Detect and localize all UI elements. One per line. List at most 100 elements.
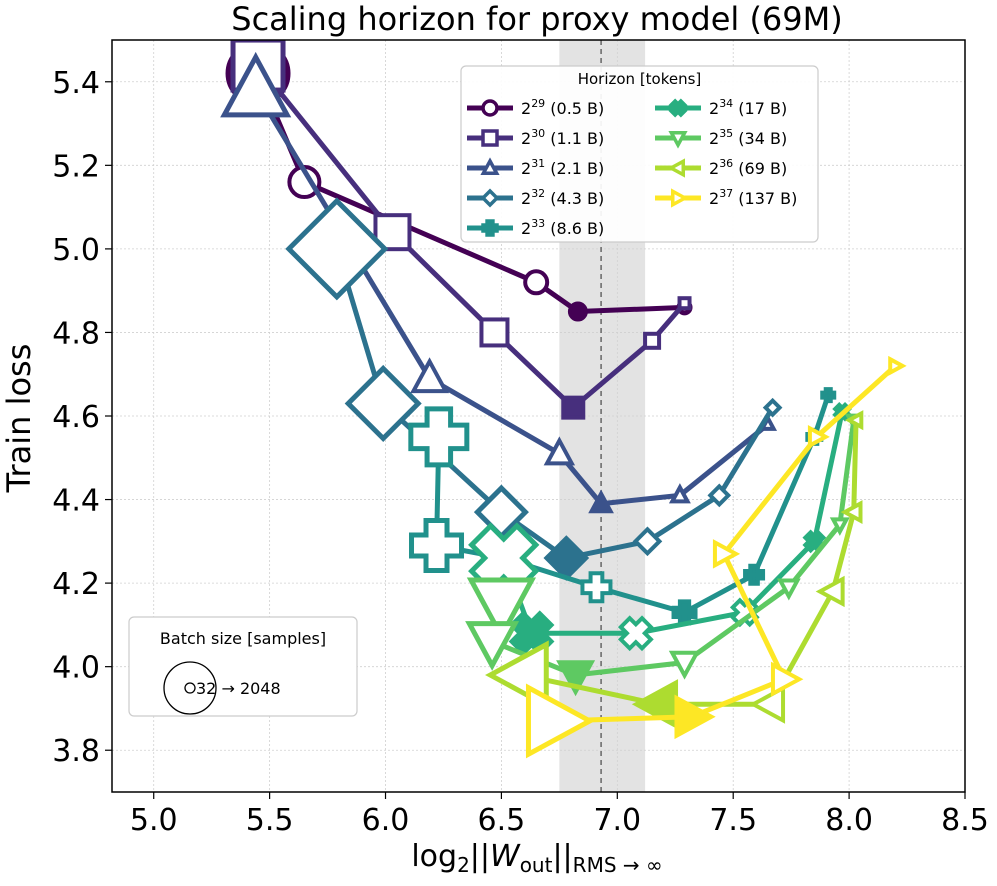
data-point-32-6 xyxy=(762,397,783,418)
data-point-29-3 xyxy=(567,301,588,322)
legend-label-32: 232 (4.3 B) xyxy=(521,187,604,208)
legend-exponent-31: 31 xyxy=(531,157,545,170)
legend-label-37: 237 (137 B) xyxy=(709,187,797,208)
series-35 xyxy=(465,413,863,697)
data-point-31-0 xyxy=(220,51,292,118)
data-layer xyxy=(220,40,907,759)
y-axis-label: Train loss xyxy=(0,344,38,494)
x-tick-label: 6.0 xyxy=(362,803,410,838)
size-legend-small-circle xyxy=(184,682,196,694)
legend-marker-37 xyxy=(671,188,689,208)
data-point-32-1 xyxy=(344,364,422,443)
y-tick-label: 4.4 xyxy=(52,484,100,519)
data-point-29-2 xyxy=(523,269,550,296)
data-point-35-2 xyxy=(556,660,596,697)
data-point-32-4 xyxy=(632,526,663,557)
legend-exponent-29: 29 xyxy=(531,97,545,110)
data-point-33-5 xyxy=(743,563,766,586)
size-legend-large-circle xyxy=(163,661,217,715)
x-axis-label-bars: || xyxy=(552,839,572,874)
x-axis-label-log: log xyxy=(411,839,457,874)
legend-label-30: 230 (1.1 B) xyxy=(521,127,604,148)
data-point-35-1 xyxy=(465,621,520,671)
data-point-30-3 xyxy=(561,395,586,420)
data-point-31-4 xyxy=(668,483,691,504)
data-point-36-4 xyxy=(840,500,863,525)
y-tick-label: 5.2 xyxy=(52,149,100,184)
data-point-36-2 xyxy=(749,684,786,724)
data-point-37-3 xyxy=(712,539,741,569)
x-tick-label: 8.0 xyxy=(825,803,873,838)
x-axis-label: log2||Wout||RMS → ∞ xyxy=(411,839,662,877)
data-point-33-1 xyxy=(409,518,465,574)
legend-suffix-36: (69 B) xyxy=(733,159,787,178)
series-line-36 xyxy=(521,420,859,707)
x-axis-label-w-subscript: out xyxy=(520,853,553,877)
legend-suffix-34: (17 B) xyxy=(733,99,787,118)
data-point-36-3 xyxy=(815,575,845,608)
chart-title: Scaling horizon for proxy model (69M) xyxy=(231,0,842,38)
series-36 xyxy=(485,410,864,730)
legend-marker-30 xyxy=(481,129,499,147)
y-tick-label: 5.0 xyxy=(52,233,100,268)
legend-suffix-31: (2.1 B) xyxy=(545,159,604,178)
x-axis-label-w: ||W xyxy=(470,839,521,874)
data-point-33-3 xyxy=(580,571,613,604)
series-37 xyxy=(525,355,907,759)
series-31 xyxy=(220,51,778,514)
legend-label-36: 236 (69 B) xyxy=(709,157,787,178)
y-tick-label: 4.6 xyxy=(52,400,100,435)
data-point-34-2 xyxy=(617,615,654,652)
data-point-30-4 xyxy=(643,331,662,350)
legend-exponent-36: 36 xyxy=(719,157,733,170)
data-point-31-3 xyxy=(588,489,614,514)
legend-exponent-32: 32 xyxy=(531,187,545,200)
data-point-34-4 xyxy=(802,529,827,554)
legend-exponent-37: 37 xyxy=(719,187,733,200)
legend-label-31: 231 (2.1 B) xyxy=(521,157,604,178)
legend: Horizon [tokens] 229 (0.5 B) 230 (1.1 B) 23… xyxy=(460,65,819,243)
legend-suffix-37: (137 B) xyxy=(733,189,797,208)
legend-marker-35 xyxy=(668,131,688,149)
data-point-35-3 xyxy=(668,650,701,680)
legend-box xyxy=(460,65,819,243)
x-tick-label: 7.5 xyxy=(709,803,757,838)
y-tick-label: 4.2 xyxy=(52,567,100,602)
x-tick-label: 8.5 xyxy=(941,803,989,838)
x-tick-label: 5.5 xyxy=(246,803,294,838)
legend-marker-33 xyxy=(481,219,499,237)
legend-exponent-35: 35 xyxy=(719,127,733,140)
legend-suffix-35: (34 B) xyxy=(733,129,787,148)
legend-marker-29 xyxy=(481,99,499,117)
legend-suffix-32: (4.3 B) xyxy=(545,189,604,208)
data-point-30-5 xyxy=(677,296,692,311)
data-point-32-5 xyxy=(707,483,732,508)
x-tick-label: 6.5 xyxy=(478,803,526,838)
data-point-37-1 xyxy=(674,694,716,740)
y-tick-label: 5.4 xyxy=(52,66,100,101)
x-tick-label: 7.0 xyxy=(593,803,641,838)
size-legend: Batch size [samples] 32 → 2048 xyxy=(128,616,358,717)
data-point-35-5 xyxy=(829,517,850,536)
data-point-35-0 xyxy=(466,577,537,642)
legend-marker-31 xyxy=(480,157,500,175)
data-point-35-4 xyxy=(776,578,801,601)
series-line-37 xyxy=(554,364,898,724)
data-point-31-1 xyxy=(410,357,450,394)
data-point-32-0 xyxy=(285,197,389,301)
x-axis-label-log-subscript: 2 xyxy=(457,853,470,877)
legend-label-33: 233 (8.6 B) xyxy=(521,217,604,238)
legend-title: Horizon [tokens] xyxy=(578,70,702,88)
size-legend-text: 32 → 2048 xyxy=(196,679,281,698)
series-line-31 xyxy=(253,88,770,507)
legend-label-35: 235 (34 B) xyxy=(709,127,787,148)
legend-marker-36 xyxy=(667,158,685,178)
y-tick-label: 4.8 xyxy=(52,316,100,351)
data-point-33-0 xyxy=(408,406,470,468)
y-tick-label: 4.0 xyxy=(52,651,100,686)
data-point-37-5 xyxy=(888,355,907,376)
legend-suffix-30: (1.1 B) xyxy=(545,129,604,148)
data-point-36-5 xyxy=(844,410,864,431)
data-point-30-2 xyxy=(479,317,510,348)
